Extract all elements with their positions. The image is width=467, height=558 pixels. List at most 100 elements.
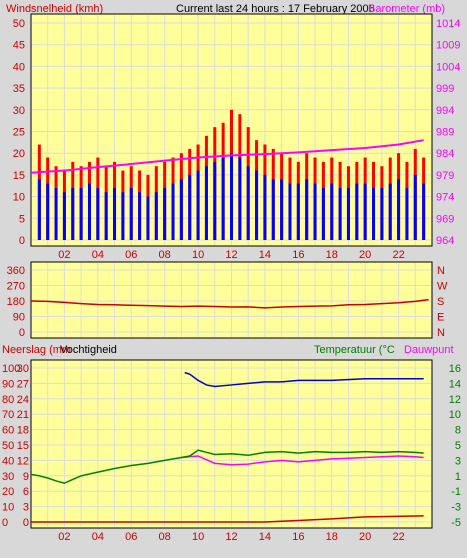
wind-average-bar bbox=[388, 183, 392, 240]
x-tick-label: 14 bbox=[259, 249, 271, 261]
barometer-tick-label: 1014 bbox=[436, 18, 460, 30]
humidity-line bbox=[184, 371, 424, 388]
direction-tick-label: 270 bbox=[7, 281, 25, 293]
x-tick-label: 04 bbox=[92, 249, 104, 261]
wind-average-series bbox=[37, 153, 426, 240]
temperature-tick-label: 10 bbox=[449, 409, 461, 421]
temperature-tick-label: -3 bbox=[451, 502, 461, 514]
wind-tick-label: 20 bbox=[13, 148, 25, 160]
temperature-line bbox=[30, 449, 424, 484]
wind-average-bar bbox=[71, 187, 75, 240]
direction-tick-label: 90 bbox=[13, 312, 25, 324]
wind-average-bar bbox=[380, 187, 384, 240]
wind-average-bar bbox=[363, 183, 367, 240]
wind-average-bar bbox=[330, 183, 334, 240]
x-tick-label: 16 bbox=[292, 249, 304, 261]
wind-average-bar bbox=[221, 157, 225, 240]
compass-label: E bbox=[437, 312, 444, 324]
climate-panel: 0102030405060708090100036912151821242730… bbox=[2, 359, 461, 529]
wind-average-bar bbox=[188, 174, 192, 240]
x-tick-label: 20 bbox=[359, 531, 371, 543]
wind-tick-label: 25 bbox=[13, 127, 25, 139]
wind-average-bar bbox=[397, 179, 401, 240]
temperature-tick-label: -1 bbox=[451, 486, 461, 498]
barometer-axis: 964 969 974 979 984 989 994 999 1004 1009 1014 bbox=[436, 18, 460, 247]
compass-label: N bbox=[437, 265, 445, 277]
wind-average-bar bbox=[46, 183, 50, 240]
direction-tick-label: 0 bbox=[19, 327, 25, 339]
x-tick-label: 10 bbox=[192, 531, 204, 543]
x-tick-label: 22 bbox=[392, 531, 404, 543]
wind-average-bar bbox=[338, 187, 342, 240]
wind-average-bar bbox=[238, 157, 242, 240]
wind-tick-label: 5 bbox=[19, 213, 25, 225]
compass-label: W bbox=[437, 281, 448, 293]
wind-average-bar bbox=[54, 187, 58, 240]
wind-average-bar bbox=[113, 187, 117, 240]
humidity-tick-label: 3 bbox=[23, 502, 29, 514]
x-tick-label: 18 bbox=[326, 249, 338, 261]
barometer-tick-label: 1009 bbox=[436, 40, 460, 52]
temperature-tick-label: 3 bbox=[455, 455, 461, 467]
wind-tick-label: 40 bbox=[13, 61, 25, 73]
neerslag-title: Neerslag (mm bbox=[2, 344, 71, 356]
wind-left-axis: 0 5 10 15 20 25 30 35 40 45 50 bbox=[13, 18, 25, 247]
temperature-tick-label: 8 bbox=[455, 425, 461, 437]
wind-average-bar bbox=[196, 170, 200, 240]
direction-line bbox=[30, 298, 429, 309]
barometer-tick-label: 964 bbox=[436, 235, 454, 247]
humidity-tick-label: 30 bbox=[17, 363, 29, 375]
rain-line bbox=[31, 515, 424, 523]
x-tick-label: 18 bbox=[326, 531, 338, 543]
wind-average-bar bbox=[271, 179, 275, 240]
wind-average-bar bbox=[263, 174, 267, 240]
humidity-tick-label: 18 bbox=[17, 425, 29, 437]
wind-average-bar bbox=[121, 192, 125, 240]
barometer-title: Barometer (mb) bbox=[368, 3, 445, 15]
compass-label: S bbox=[437, 296, 444, 308]
wind-average-bar bbox=[138, 192, 142, 240]
wind-average-bar bbox=[171, 183, 175, 240]
direction-left-axis: 0 90 180 270 360 bbox=[7, 265, 25, 339]
barometer-tick-label: 994 bbox=[436, 105, 454, 117]
x-tick-label: 04 bbox=[92, 531, 104, 543]
direction-tick-label: 180 bbox=[7, 296, 25, 308]
rain-tick-label: 20 bbox=[2, 486, 14, 498]
x-tick-label: 20 bbox=[359, 249, 371, 261]
barometer-tick-label: 1004 bbox=[436, 61, 460, 73]
wind-average-bar bbox=[346, 187, 350, 240]
wind-average-bar bbox=[213, 161, 217, 240]
rain-tick-label: 70 bbox=[2, 409, 14, 421]
climate-left-axes: 0 10 20 30 40 50 60 70 80 90 100 0 3 6 9 12 15 18 21 24 27 30 bbox=[2, 363, 29, 529]
direction-grid bbox=[32, 263, 431, 337]
wind-average-bar bbox=[96, 187, 100, 240]
rain-tick-label: 90 bbox=[2, 378, 14, 390]
chart-subtitle: Current last 24 hours : 17 February 2006 bbox=[176, 3, 375, 15]
wind-average-bar bbox=[179, 179, 183, 240]
humidity-tick-label: 27 bbox=[17, 378, 29, 390]
wind-average-bar bbox=[405, 187, 409, 240]
temperature-tick-label: 16 bbox=[449, 363, 461, 375]
barometer-tick-label: 984 bbox=[436, 148, 454, 160]
humidity-tick-label: 12 bbox=[17, 455, 29, 467]
wind-average-bar bbox=[79, 187, 83, 240]
rain-tick-label: 60 bbox=[2, 425, 14, 437]
barometer-tick-label: 969 bbox=[436, 213, 454, 225]
wind-tick-label: 35 bbox=[13, 83, 25, 95]
wind-average-bar bbox=[246, 166, 250, 240]
wind-tick-label: 50 bbox=[13, 18, 25, 30]
rain-tick-label: 80 bbox=[2, 394, 14, 406]
wind-average-bar bbox=[104, 192, 108, 240]
x-tick-label: 08 bbox=[159, 531, 171, 543]
wind-average-bar bbox=[288, 183, 292, 240]
x-tick-label: 06 bbox=[125, 531, 137, 543]
barometer-tick-label: 999 bbox=[436, 83, 454, 95]
wind-average-bar bbox=[313, 183, 317, 240]
temperature-tick-label: 12 bbox=[449, 394, 461, 406]
rain-tick-label: 100 bbox=[2, 363, 20, 375]
x-tick-label: 02 bbox=[58, 531, 70, 543]
